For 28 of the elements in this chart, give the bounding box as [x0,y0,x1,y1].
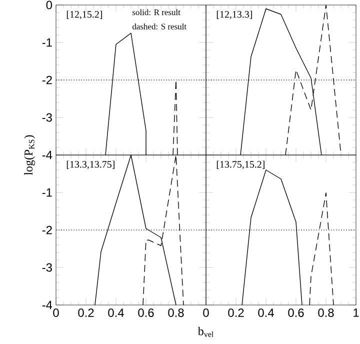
annotation: [13.75,15.2] [216,160,264,170]
y-tick-label: -2 [42,76,52,84]
y-tick-label: -2 [42,226,52,234]
x-axis-title: b$_{vel}$ [198,326,214,337]
annotation: solid: R result [132,9,180,16]
x-tick-label: 0.8 [168,308,184,317]
y-tick-label: -4 [42,300,52,310]
x-tick-label: 0.6 [138,308,154,317]
x-tick-label: 0.4 [258,308,274,317]
x-tick-label: 0 [53,308,59,317]
y-axis-title: log(P$_{KS}$) [24,135,36,176]
x-tick-label: 1 [354,308,359,317]
annotation: [12,15.2] [66,10,102,20]
x-tick-label: 0.2 [78,308,94,317]
x-tick-label: 0.2 [228,308,244,317]
y-tick-label: -4 [42,150,52,160]
y-tick-label: -1 [42,38,52,47]
x-tick-label: 0 [203,308,209,317]
annotation: [12,13.3] [216,10,252,20]
annotation: dashed: S result [132,23,186,30]
annotation: [13.3,13.75] [66,160,114,170]
y-tick-label: -3 [42,263,52,272]
y-tick-label: -1 [42,188,52,197]
x-tick-label: 0.6 [288,308,304,317]
y-tick-label: 0 [46,0,52,10]
x-tick-label: 0.8 [318,308,334,317]
y-tick-label: -3 [42,113,52,122]
x-tick-label: 0.4 [108,308,124,317]
